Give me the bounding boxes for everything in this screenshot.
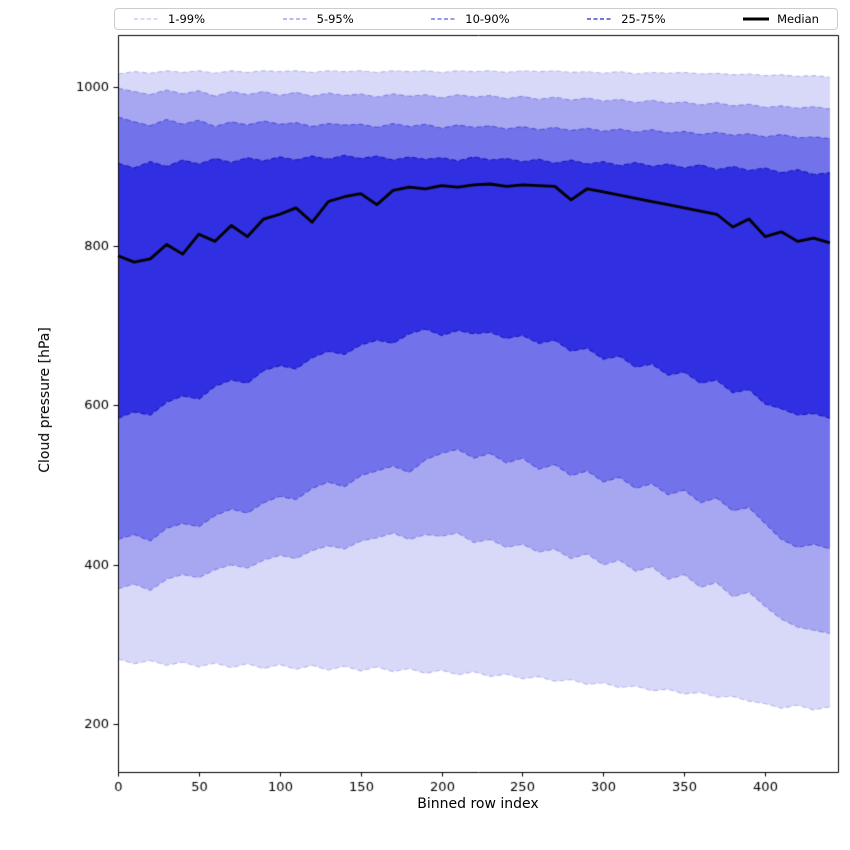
legend-line-sample-5-95-icon (282, 18, 309, 20)
legend-line-sample-median-icon (743, 17, 770, 21)
legend-entry-median: Median (742, 12, 819, 26)
legend-label-10-90: 10-90% (465, 12, 510, 26)
legend-entry-10-90: 10-90% (430, 12, 510, 26)
x-axis-label: Binned row index (417, 796, 539, 812)
legend-label-5-95: 5-95% (316, 12, 354, 26)
legend-label-25-75: 25-75% (621, 12, 666, 26)
legend-entry-1-99: 1-99% (133, 12, 205, 26)
legend-entry-25-75: 25-75% (586, 12, 666, 26)
legend-entry-5-95: 5-95% (282, 12, 354, 26)
legend-line-sample-25-75-icon (587, 18, 614, 20)
chart-legend: 1-99% 5-95% 10-90% 25-75% Median (114, 8, 838, 30)
legend-label-1-99: 1-99% (168, 12, 206, 26)
legend-line-sample-10-90-icon (431, 18, 458, 20)
y-axis-label: Cloud pressure [hPa] (37, 327, 53, 473)
legend-line-sample-1-99-icon (134, 18, 160, 20)
legend-label-median: Median (777, 12, 819, 26)
